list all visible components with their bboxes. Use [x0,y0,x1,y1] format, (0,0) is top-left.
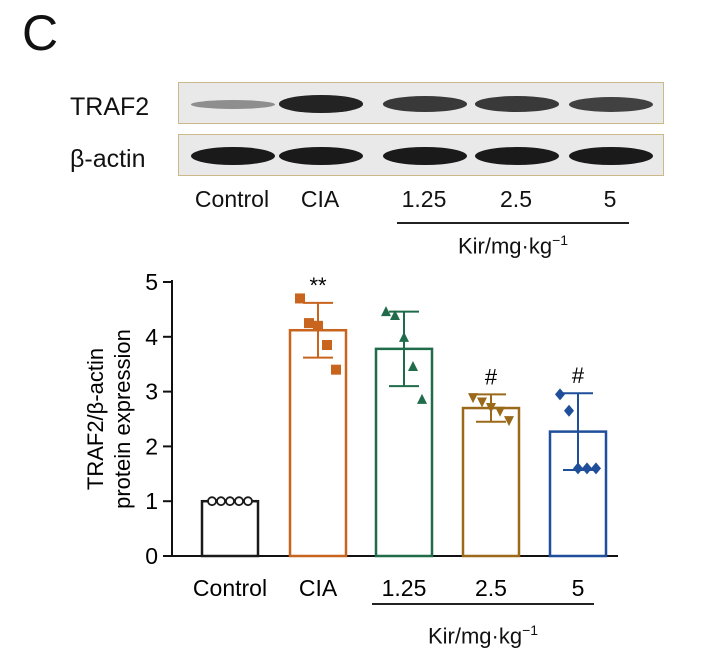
data-point [225,496,235,507]
blot-lane-label: CIA [300,186,340,212]
chart-group-line [372,603,594,605]
y-tick-label: 1 [145,488,158,514]
data-point [207,496,217,507]
data-point [582,462,592,475]
y-tick-label: 3 [145,379,158,405]
data-point [408,360,418,371]
data-point [468,393,478,404]
x-tick-label: CIA [299,575,338,601]
x-tick-label: 2.5 [475,575,507,601]
blot-band [475,96,559,112]
data-point [573,462,583,475]
y-tick-label: 4 [145,324,158,350]
data-point [564,404,574,417]
data-point [555,388,565,401]
blot-lane-label: Control [194,186,270,212]
blot-strip-traf2 [178,82,664,124]
blot-band [569,147,653,165]
data-point [295,293,305,304]
panel-letter: C [22,5,59,61]
blot-band [383,147,467,165]
data-point [591,462,601,475]
y-tick-label: 0 [145,543,158,569]
significance-mark: # [572,363,585,388]
data-point [313,320,323,331]
significance-mark: ** [309,273,327,298]
bar-4 [461,406,521,558]
data-point [381,306,391,317]
y-axis-label-line1: TRAF2/β-actin [83,348,108,490]
x-tick-label: 5 [572,575,585,601]
blot-band [475,147,559,165]
significance-mark: # [485,364,498,389]
y-axis-label-line2: protein expression [110,329,135,509]
blot-row-label-beta-actin: β-actin [70,145,146,173]
chart-group-label: Kir/mg·kg−1 [427,622,539,649]
blot-band [569,96,653,112]
blot-band [279,147,363,165]
y-tick-label: 5 [145,269,158,295]
blot-group-line [397,222,629,224]
data-point [243,496,253,507]
data-point [495,406,505,417]
data-point [417,393,427,404]
bar-1 [200,499,260,558]
y-tick-label: 2 [145,433,158,459]
blot-band [191,99,275,109]
blot-group-label: Kir/mg·kg−1 [457,232,569,259]
data-point [399,331,409,342]
data-point [486,402,496,413]
data-point [477,397,487,408]
blot-lane-label: 1.25 [401,186,447,212]
data-point [331,364,341,375]
blot-row-label-traf2: TRAF2 [70,93,150,121]
data-point [216,496,226,507]
data-point [390,309,400,320]
data-point [304,318,314,329]
blot-lane-label: 2.5 [500,186,532,212]
blot-strip-beta-actin [178,134,664,176]
x-tick-label: Control [193,575,267,601]
blot-band [191,147,275,165]
blot-band [383,96,467,112]
data-point [234,496,244,507]
blot-lane-label: 5 [603,186,617,212]
blot-band [279,95,363,113]
data-point [504,416,514,427]
bar-2 [288,328,348,558]
data-point [322,340,332,351]
x-tick-label: 1.25 [382,575,427,601]
